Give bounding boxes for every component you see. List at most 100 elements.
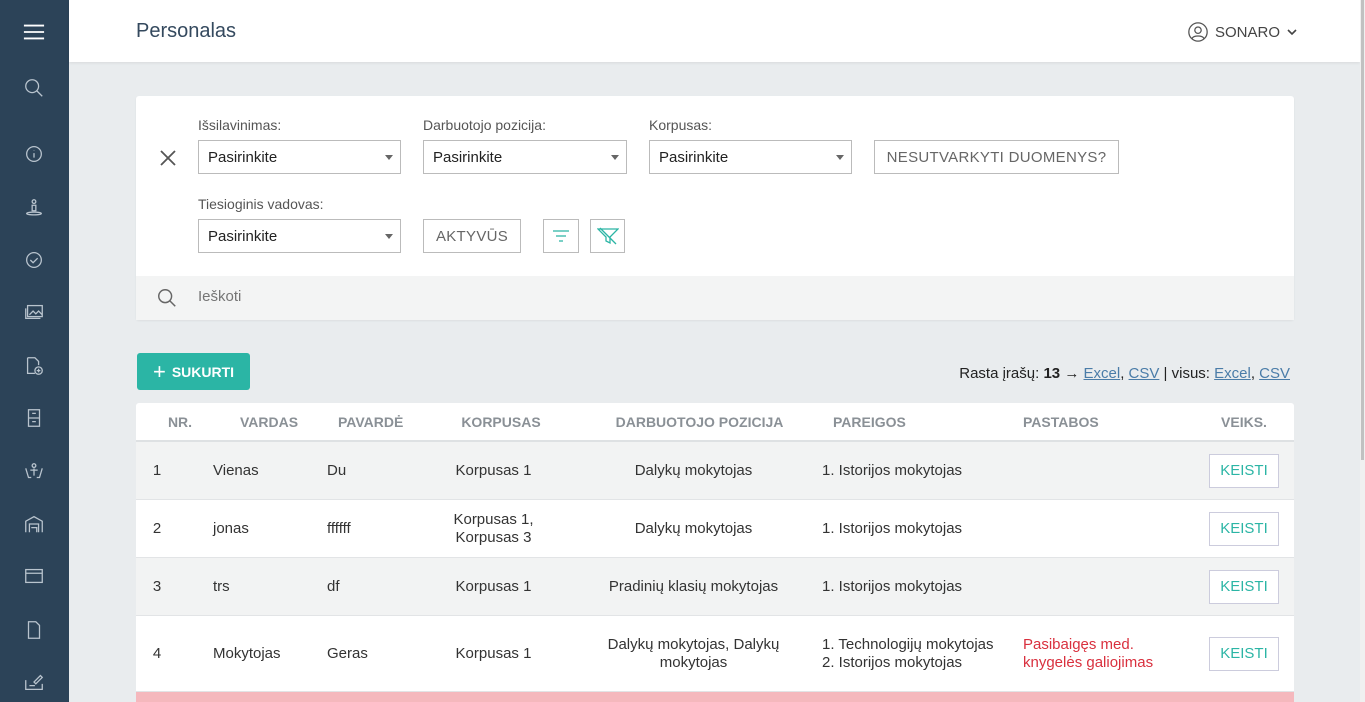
window-icon[interactable]: [22, 564, 46, 588]
edit-button[interactable]: KEISTI: [1209, 453, 1279, 488]
search-icon[interactable]: [22, 76, 46, 100]
education-select[interactable]: Pasirinkite: [198, 140, 401, 174]
cell-nr: 3: [152, 577, 162, 595]
person-location-icon[interactable]: [22, 196, 46, 220]
create-label: SUKURTI: [171, 363, 235, 380]
header-duties[interactable]: PAREIGOS: [833, 413, 906, 430]
education-label: Išsilavinimas:: [198, 117, 282, 133]
header-surname[interactable]: PAVARDĖ: [338, 413, 404, 430]
signature-icon[interactable]: [22, 670, 46, 694]
records-found: Rasta įrašų: 13 → Excel, CSV | visus: Ex…: [959, 365, 1290, 382]
warehouse-icon[interactable]: [22, 512, 46, 536]
filter-lines-icon: [553, 230, 569, 242]
info-icon[interactable]: [22, 142, 46, 166]
user-icon: [1188, 22, 1208, 42]
cell-nr: 1: [152, 461, 162, 479]
cell-position: Dalykų mokytojas: [634, 461, 753, 479]
position-label: Darbuotojo pozicija:: [423, 117, 546, 133]
cell-surname: Du: [327, 461, 347, 479]
found-count: 13: [1043, 365, 1061, 382]
header-name[interactable]: VARDAS: [240, 413, 299, 430]
header: Personalas SONARO: [69, 0, 1360, 62]
table-row-warning: [136, 692, 1294, 702]
cell-duties: 1. Istorijos mokytojas: [810, 462, 1010, 480]
export-csv-link[interactable]: CSV: [1128, 365, 1160, 382]
table-row: 3 trs df Korpusas 1 Pradinių klasių moky…: [136, 558, 1294, 616]
cell-position: Dalykų mokytojas, Dalykų mokytojas: [607, 635, 780, 671]
position-select[interactable]: Pasirinkite: [423, 140, 627, 174]
edit-button[interactable]: KEISTI: [1209, 511, 1279, 546]
edit-button[interactable]: KEISTI: [1209, 636, 1279, 671]
cell-building: Korpusas 1, Korpusas 3: [453, 510, 534, 546]
cell-surname: Geras: [327, 644, 368, 662]
header-notes[interactable]: PASTABOS: [1023, 413, 1099, 430]
duty: 2. Istorijos mokytojas: [822, 653, 963, 671]
export-excel-link[interactable]: Excel: [1083, 365, 1121, 382]
header-nr[interactable]: NR.: [167, 413, 193, 430]
search-bar: [136, 276, 1294, 320]
header-actions: VEIKS.: [1221, 413, 1267, 430]
found-label: Rasta įrašų:: [959, 365, 1040, 382]
staff-table: NR. VARDAS PAVARDĖ KORPUSAS DARBUOTOJO P…: [136, 403, 1294, 702]
export-all-excel-link[interactable]: Excel: [1214, 365, 1251, 382]
search-icon: [158, 289, 176, 307]
hands-child-icon[interactable]: [22, 460, 46, 484]
manager-label: Tiesioginis vadovas:: [198, 196, 324, 212]
cell-duties: 1. Istorijos mokytojas: [810, 520, 1010, 538]
clear-filter-button[interactable]: [590, 219, 625, 253]
menu-icon[interactable]: [22, 20, 46, 44]
duty: 1. Istorijos mokytojas: [822, 519, 963, 537]
clear-filters-icon[interactable]: [160, 150, 176, 166]
file-add-icon[interactable]: [22, 354, 46, 378]
arrow: →: [1064, 365, 1080, 382]
table-row: 1 Vienas Du Korpusas 1 Dalykų mokytojas …: [136, 442, 1294, 500]
cell-position: Dalykų mokytojas: [634, 519, 753, 537]
chevron-down-icon: [1287, 29, 1297, 36]
filter-off-icon: [596, 227, 619, 245]
plus-icon: +: [152, 358, 166, 384]
cell-name: Mokytojas: [213, 644, 281, 662]
search-input[interactable]: [198, 288, 698, 305]
cell-building: Korpusas 1: [455, 577, 532, 595]
building-label: Korpusas:: [649, 117, 713, 133]
filter-card: Išsilavinimas: Pasirinkite Darbuotojo po…: [136, 96, 1294, 320]
cell-duties: 1. Technologijų mokytojas 2. Istorijos mo…: [810, 636, 1010, 672]
cell-name: trs: [213, 577, 230, 595]
table-row: 2 jonas ffffff Korpusas 1, Korpusas 3 Da…: [136, 500, 1294, 558]
cell-building: Korpusas 1: [455, 461, 532, 479]
cell-surname: ffffff: [327, 519, 351, 537]
cell-name: Vienas: [213, 461, 259, 479]
cabinet-icon[interactable]: [22, 406, 46, 430]
duty: 1. Istorijos mokytojas: [822, 577, 963, 595]
unsorted-data-button[interactable]: NESUTVARKYTI DUOMENYS?: [874, 140, 1119, 174]
duty: 1. Technologijų mokytojas: [822, 635, 994, 653]
scrollbar[interactable]: [1360, 0, 1365, 702]
cell-name: jonas: [213, 519, 249, 537]
user-menu[interactable]: SONARO: [1187, 21, 1298, 43]
cell-nr: 2: [152, 519, 162, 537]
edit-button[interactable]: KEISTI: [1209, 569, 1279, 604]
header-building[interactable]: KORPUSAS: [461, 413, 541, 430]
user-name: SONARO: [1214, 23, 1280, 41]
manager-select[interactable]: Pasirinkite: [198, 219, 401, 253]
all-label: | visus:: [1163, 365, 1210, 382]
header-position[interactable]: DARBUOTOJO POZICIJA: [615, 413, 784, 430]
cell-building: Korpusas 1: [455, 644, 532, 662]
cell-surname: df: [327, 577, 340, 595]
building-select[interactable]: Pasirinkite: [649, 140, 852, 174]
filter-button[interactable]: [543, 219, 579, 253]
active-button[interactable]: AKTYVŪS: [423, 219, 521, 253]
table-header: NR. VARDAS PAVARDĖ KORPUSAS DARBUOTOJO P…: [136, 403, 1294, 442]
cell-notes: Pasibaigęs med. knygelės galiojimas: [1023, 635, 1154, 671]
cell-nr: 4: [152, 644, 162, 662]
page-title: Personalas: [136, 20, 237, 42]
sidebar: [0, 0, 69, 702]
create-button[interactable]: + SUKURTI: [137, 353, 250, 390]
table-row: 4 Mokytojas Geras Korpusas 1 Dalykų moky…: [136, 616, 1294, 692]
cell-position: Pradinių klasių mokytojas: [608, 577, 779, 595]
cell-duties: 1. Istorijos mokytojas: [810, 578, 1010, 596]
file-icon[interactable]: [22, 618, 46, 642]
images-icon[interactable]: [22, 300, 46, 324]
badge-check-icon[interactable]: [22, 248, 46, 272]
export-all-csv-link[interactable]: CSV: [1259, 365, 1290, 382]
